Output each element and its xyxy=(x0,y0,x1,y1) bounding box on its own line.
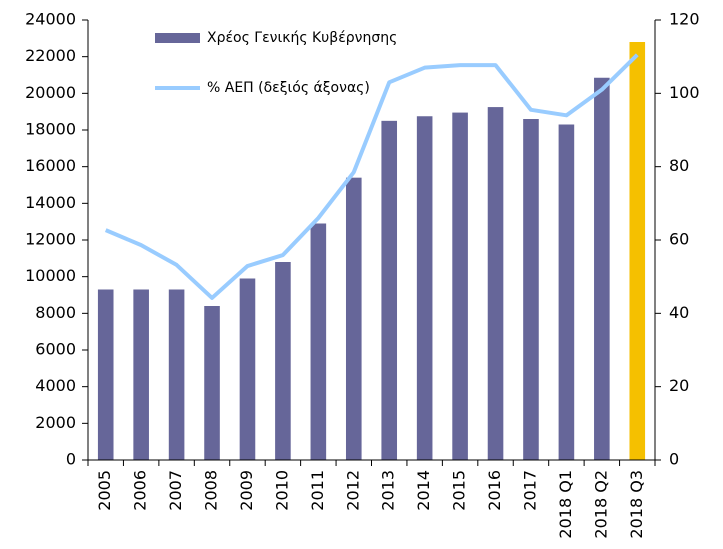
x-tick-label: 2012 xyxy=(343,470,362,511)
legend-label: % ΑΕΠ (δεξιός άξονας) xyxy=(207,80,370,96)
bar xyxy=(168,289,185,460)
y2-tick-label: 40 xyxy=(669,303,689,322)
y-tick-label: 6000 xyxy=(35,340,76,359)
x-tick-label: 2018 Q2 xyxy=(591,470,610,539)
y2-tick-label: 0 xyxy=(669,450,679,469)
x-tick-label: 2011 xyxy=(308,470,327,511)
bar xyxy=(558,124,575,460)
bar xyxy=(204,306,220,460)
y-tick-label: 14000 xyxy=(25,193,76,212)
bar xyxy=(345,177,362,460)
bar xyxy=(133,289,149,460)
x-tick-label: 2008 xyxy=(202,470,221,511)
x-tick-label: 2018 Q3 xyxy=(627,470,646,539)
y2-tick-label: 20 xyxy=(669,376,689,395)
y-tick-label: 2000 xyxy=(35,413,76,432)
x-tick-label: 2017 xyxy=(520,470,539,511)
x-tick-label: 2005 xyxy=(95,470,114,511)
legend-swatch xyxy=(155,33,200,43)
bar xyxy=(594,77,610,460)
x-tick-label: 2014 xyxy=(414,470,433,511)
x-tick-label: 2015 xyxy=(450,470,469,511)
x-tick-label: 2018 Q1 xyxy=(556,470,575,539)
bar xyxy=(275,262,291,460)
bar xyxy=(381,120,398,460)
y-tick-label: 22000 xyxy=(25,46,76,65)
y-tick-label: 20000 xyxy=(25,83,76,102)
bar xyxy=(523,119,539,460)
y2-tick-label: 80 xyxy=(669,156,689,175)
bar xyxy=(452,112,468,460)
y2-tick-label: 100 xyxy=(669,83,700,102)
y-tick-label: 10000 xyxy=(25,266,76,285)
x-tick-label: 2006 xyxy=(131,470,150,511)
x-tick-label: 2010 xyxy=(272,470,291,511)
y2-tick-label: 60 xyxy=(669,230,689,249)
line xyxy=(104,53,639,300)
bar xyxy=(629,42,646,460)
x-tick-label: 2009 xyxy=(237,470,256,511)
bar xyxy=(416,116,433,460)
x-tick-label: 2007 xyxy=(166,470,185,511)
y-tick-label: 16000 xyxy=(25,156,76,175)
bar xyxy=(97,289,114,460)
y-tick-label: 24000 xyxy=(25,10,76,29)
y-tick-label: 4000 xyxy=(35,376,76,395)
y-tick-label: 18000 xyxy=(25,120,76,139)
bar xyxy=(310,223,327,460)
y2-tick-label: 120 xyxy=(669,10,700,29)
bar xyxy=(239,278,256,460)
y-tick-label: 0 xyxy=(66,450,76,469)
x-tick-label: 2016 xyxy=(485,470,504,511)
bar xyxy=(487,107,504,460)
x-tick-label: 2013 xyxy=(379,470,398,511)
legend-label: Χρέος Γενικής Κυβέρνησης xyxy=(207,30,397,46)
y-tick-label: 12000 xyxy=(25,230,76,249)
y-tick-label: 8000 xyxy=(35,303,76,322)
